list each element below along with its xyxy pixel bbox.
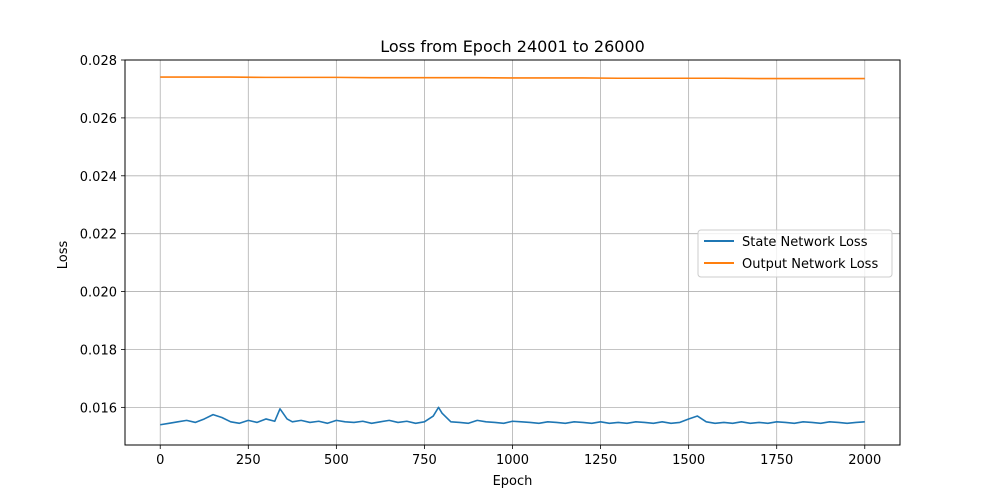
x-axis-label: Epoch	[493, 474, 533, 489]
x-tick-label: 2000	[848, 453, 881, 468]
y-tick-label: 0.028	[80, 54, 117, 69]
y-tick-label: 0.016	[80, 401, 117, 416]
chart-title: Loss from Epoch 24001 to 26000	[380, 37, 645, 56]
x-tick-label: 1500	[672, 453, 705, 468]
series-line-state-network-loss	[160, 406, 865, 426]
series-line-output-network-loss	[160, 76, 865, 80]
x-tick-label: 1750	[760, 453, 793, 468]
x-tick-label: 250	[236, 453, 261, 468]
x-tick-label: 0	[156, 453, 164, 468]
y-tick-label: 0.018	[80, 343, 117, 358]
legend-box	[697, 229, 893, 278]
legend-label-output-network-loss: Output Network Loss	[742, 257, 878, 272]
y-tick-label: 0.020	[80, 286, 117, 301]
y-tick-label: 0.026	[80, 112, 117, 127]
x-tick-label: 1000	[496, 453, 529, 468]
y-tick-label: 0.024	[80, 170, 117, 185]
y-tick-label: 0.022	[80, 228, 117, 243]
legend: State Network Loss Output Network Loss	[697, 229, 893, 278]
x-tick-label: 500	[324, 453, 349, 468]
x-tick-label: 750	[412, 453, 437, 468]
grid	[125, 59, 900, 445]
legend-label-state-network-loss: State Network Loss	[742, 235, 868, 250]
series-layer	[160, 76, 865, 426]
ticks: 0 250 500 750 1000 1250 1500 1750 2000 0.016 0.018…	[80, 54, 882, 468]
x-tick-label: 1250	[584, 453, 617, 468]
y-axis-label: Loss	[56, 241, 71, 270]
